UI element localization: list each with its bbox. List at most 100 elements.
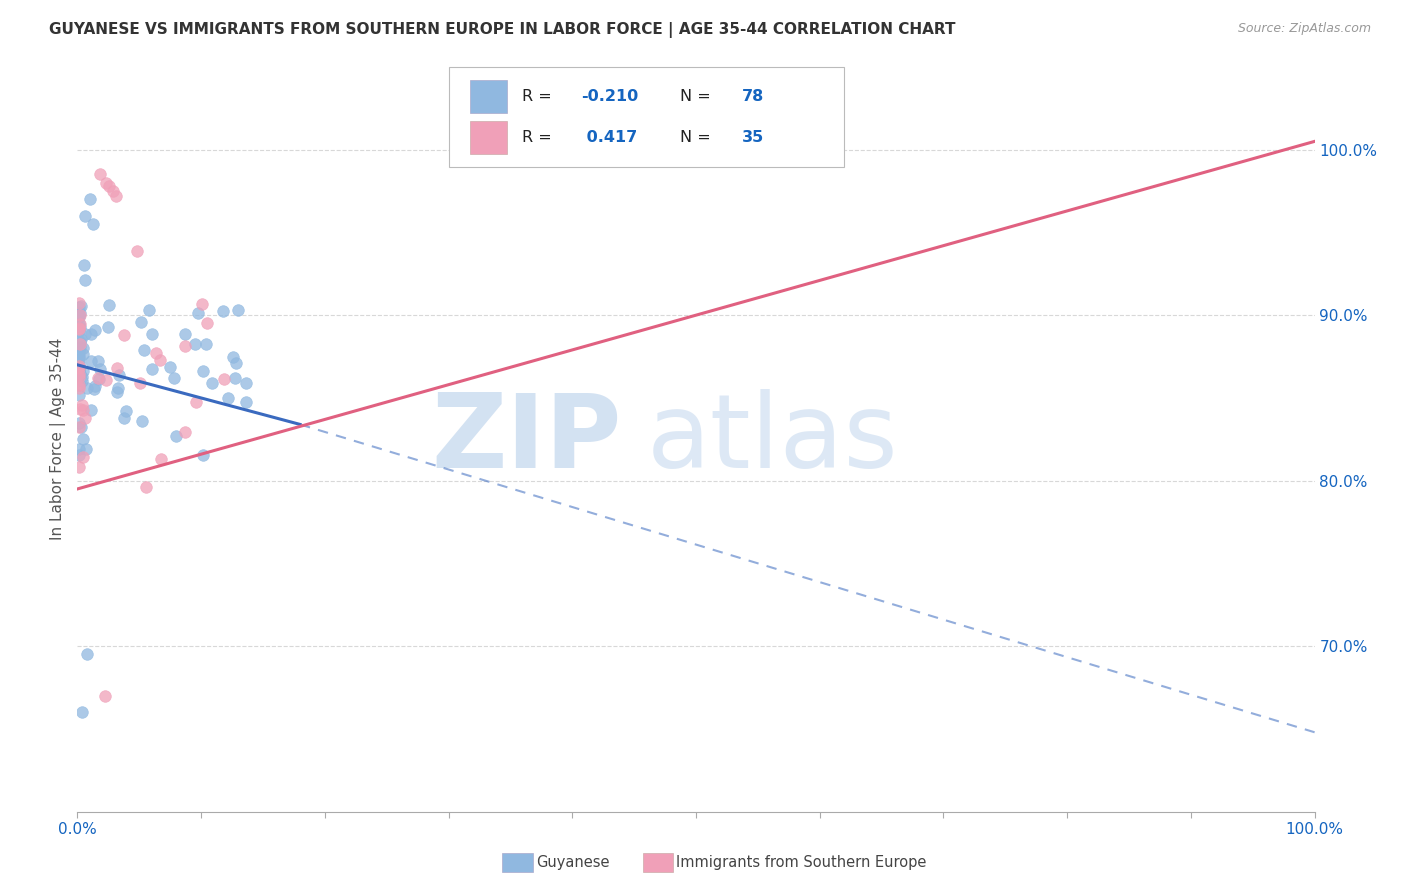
Point — [67, 308, 90, 322]
Point — [69, 299, 91, 313]
Point — [69, 309, 91, 323]
Point — [174, 425, 197, 439]
Point — [67, 361, 90, 376]
Point — [145, 345, 167, 359]
Text: R =: R = — [522, 89, 557, 104]
Point — [67, 362, 90, 376]
Point — [70, 398, 93, 412]
Point — [128, 376, 150, 391]
Bar — [470, 80, 506, 113]
Point — [224, 371, 246, 385]
Text: atlas: atlas — [647, 389, 898, 490]
Text: Immigrants from Southern Europe: Immigrants from Southern Europe — [676, 855, 927, 870]
Point — [67, 442, 90, 456]
Point — [73, 258, 96, 272]
Point — [112, 410, 135, 425]
Point — [69, 317, 91, 331]
Point — [67, 349, 90, 363]
Point — [73, 326, 96, 341]
Text: 0.417: 0.417 — [581, 130, 637, 145]
Point — [67, 359, 90, 373]
Point — [141, 361, 163, 376]
Point — [84, 323, 107, 337]
Point — [187, 306, 209, 320]
Point — [222, 350, 245, 364]
Point — [69, 340, 91, 354]
Point — [89, 168, 111, 182]
Point — [103, 184, 125, 198]
Point — [96, 373, 118, 387]
Point — [150, 452, 173, 467]
Point — [69, 420, 91, 434]
Point — [212, 372, 235, 386]
Point — [67, 369, 90, 384]
Point — [159, 360, 181, 375]
Text: Guyanese: Guyanese — [536, 855, 609, 870]
Point — [138, 303, 160, 318]
Point — [94, 176, 117, 190]
Y-axis label: In Labor Force | Age 35-44: In Labor Force | Age 35-44 — [51, 338, 66, 541]
Point — [125, 244, 148, 258]
Point — [67, 296, 90, 310]
Text: ZIP: ZIP — [432, 389, 621, 490]
Point — [235, 376, 257, 391]
Text: N =: N = — [681, 130, 716, 145]
Text: R =: R = — [522, 130, 557, 145]
Point — [67, 310, 90, 324]
Point — [162, 371, 184, 385]
Point — [69, 337, 91, 351]
Point — [72, 450, 94, 464]
Point — [129, 315, 152, 329]
Point — [67, 359, 90, 374]
Point — [67, 300, 90, 314]
Point — [195, 317, 218, 331]
Point — [67, 381, 90, 395]
Point — [195, 337, 218, 351]
Point — [72, 374, 94, 388]
Point — [67, 352, 90, 367]
Point — [107, 381, 129, 395]
Text: 78: 78 — [742, 89, 763, 104]
Point — [67, 363, 90, 377]
Point — [226, 302, 249, 317]
Point — [67, 377, 90, 392]
Point — [97, 320, 120, 334]
Point — [67, 368, 90, 382]
Point — [69, 334, 91, 349]
Point — [108, 368, 131, 383]
Point — [193, 449, 215, 463]
Point — [73, 410, 96, 425]
Point — [69, 402, 91, 417]
Point — [87, 370, 110, 384]
FancyBboxPatch shape — [449, 67, 845, 168]
Point — [67, 420, 90, 434]
Point — [76, 381, 98, 395]
Point — [73, 209, 96, 223]
Point — [67, 416, 90, 430]
Point — [112, 327, 135, 342]
Point — [72, 432, 94, 446]
Point — [72, 347, 94, 361]
Point — [80, 402, 103, 417]
Point — [89, 361, 111, 376]
Point — [72, 364, 94, 378]
Point — [76, 648, 98, 662]
Point — [104, 189, 127, 203]
Text: 35: 35 — [742, 130, 763, 145]
Point — [67, 367, 90, 381]
Point — [98, 297, 121, 311]
Point — [83, 383, 105, 397]
Point — [87, 353, 110, 368]
Point — [212, 304, 235, 318]
Point — [69, 320, 91, 334]
Point — [80, 353, 103, 368]
Point — [93, 689, 115, 703]
Point — [132, 343, 155, 357]
Point — [67, 345, 90, 359]
Text: N =: N = — [681, 89, 716, 104]
Point — [80, 327, 103, 342]
Point — [67, 449, 90, 463]
Point — [135, 479, 157, 493]
Point — [73, 273, 96, 287]
Point — [75, 442, 97, 457]
